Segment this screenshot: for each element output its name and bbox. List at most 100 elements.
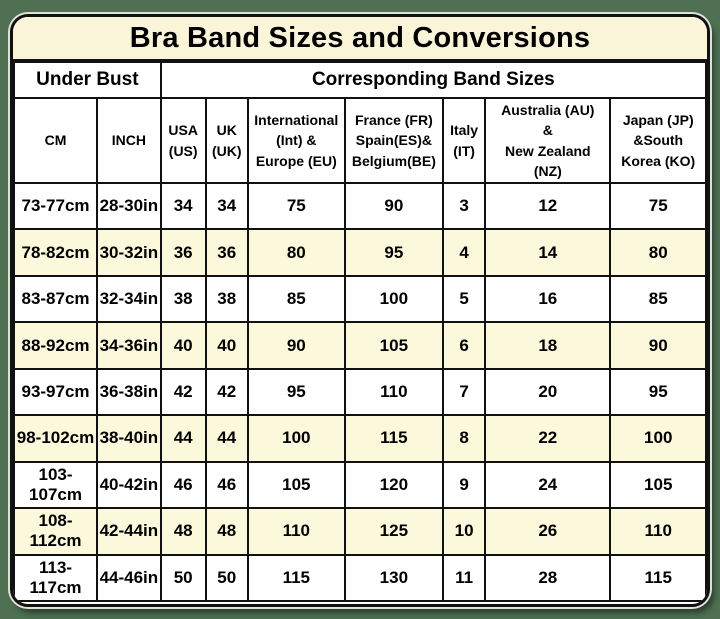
column-header-jp-ko: Japan (JP) &South Korea (KO) [609, 97, 707, 184]
cell-usa: 36 [159, 228, 207, 277]
cell-inch: 34-36in [96, 321, 162, 370]
column-header-it: Italy (IT) [441, 97, 487, 184]
cell-it: 7 [441, 367, 487, 417]
column-header-inch: INCH [96, 97, 162, 184]
group-header-under-bust: Under Bust [13, 61, 162, 99]
cell-inch: 36-38in [96, 367, 162, 417]
cell-jp-ko: 100 [609, 414, 707, 463]
cell-usa: 46 [159, 460, 207, 510]
cell-int-eu: 75 [246, 181, 346, 231]
cell-uk: 34 [204, 181, 249, 231]
cell-fr-es-be: 105 [343, 321, 444, 370]
cell-inch: 38-40in [96, 414, 162, 463]
column-header-cm: CM [13, 97, 99, 184]
cell-cm: 83-87cm [13, 274, 99, 324]
cell-fr-es-be: 130 [343, 553, 444, 602]
cell-int-eu: 105 [246, 460, 346, 510]
table-row: 113-117cm 44-46in 50 50 115 130 11 28 115 [13, 553, 707, 602]
table-row: 88-92cm 34-36in 40 40 90 105 6 18 90 [13, 321, 707, 370]
cell-jp-ko: 110 [609, 507, 707, 556]
cell-cm: 103-107cm [13, 460, 99, 510]
cell-it: 4 [441, 228, 487, 277]
cell-au-nz: 24 [484, 460, 612, 510]
cell-au-nz: 28 [484, 553, 612, 602]
cell-it: 8 [441, 414, 487, 463]
group-header-corresponding-band-sizes: Corresponding Band Sizes [159, 61, 707, 99]
conversion-table: Under Bust Corresponding Band Sizes CM IN… [13, 61, 707, 602]
cell-cm: 73-77cm [13, 181, 99, 231]
cell-uk: 44 [204, 414, 249, 463]
cell-uk: 48 [204, 507, 249, 556]
table-row: 73-77cm 28-30in 34 34 75 90 3 12 75 [13, 181, 707, 231]
column-header-uk: UK (UK) [204, 97, 249, 184]
cell-uk: 38 [204, 274, 249, 324]
cell-au-nz: 12 [484, 181, 612, 231]
cell-jp-ko: 95 [609, 367, 707, 417]
table-row: 98-102cm 38-40in 44 44 100 115 8 22 100 [13, 414, 707, 463]
table-row: 83-87cm 32-34in 38 38 85 100 5 16 85 [13, 274, 707, 324]
cell-uk: 36 [204, 228, 249, 277]
cell-au-nz: 14 [484, 228, 612, 277]
cell-jp-ko: 80 [609, 228, 707, 277]
cell-inch: 40-42in [96, 460, 162, 510]
cell-int-eu: 115 [246, 553, 346, 602]
table-title: Bra Band Sizes and Conversions [13, 17, 707, 61]
cell-cm: 88-92cm [13, 321, 99, 370]
cell-jp-ko: 75 [609, 181, 707, 231]
cell-fr-es-be: 100 [343, 274, 444, 324]
table-row: 103-107cm 40-42in 46 46 105 120 9 24 105 [13, 460, 707, 510]
column-header-int-eu: International (Int) & Europe (EU) [246, 97, 346, 184]
cell-au-nz: 22 [484, 414, 612, 463]
cell-au-nz: 20 [484, 367, 612, 417]
table-row: 78-82cm 30-32in 36 36 80 95 4 14 80 [13, 228, 707, 277]
cell-fr-es-be: 125 [343, 507, 444, 556]
cell-usa: 40 [159, 321, 207, 370]
cell-usa: 48 [159, 507, 207, 556]
cell-usa: 34 [159, 181, 207, 231]
cell-cm: 78-82cm [13, 228, 99, 277]
column-header-au-nz: Australia (AU) & New Zealand (NZ) [484, 97, 612, 184]
cell-inch: 28-30in [96, 181, 162, 231]
cell-jp-ko: 115 [609, 553, 707, 602]
cell-jp-ko: 85 [609, 274, 707, 324]
cell-it: 10 [441, 507, 487, 556]
cell-int-eu: 80 [246, 228, 346, 277]
cell-au-nz: 26 [484, 507, 612, 556]
column-header-fr-es-be: France (FR) Spain(ES)& Belgium(BE) [343, 97, 444, 184]
cell-fr-es-be: 90 [343, 181, 444, 231]
cell-int-eu: 100 [246, 414, 346, 463]
cell-it: 3 [441, 181, 487, 231]
table-row: 108-112cm 42-44in 48 48 110 125 10 26 110 [13, 507, 707, 556]
cell-uk: 46 [204, 460, 249, 510]
cell-usa: 38 [159, 274, 207, 324]
cell-it: 6 [441, 321, 487, 370]
table-row: 93-97cm 36-38in 42 42 95 110 7 20 95 [13, 367, 707, 417]
cell-int-eu: 90 [246, 321, 346, 370]
cell-au-nz: 18 [484, 321, 612, 370]
group-header-row: Under Bust Corresponding Band Sizes [13, 61, 707, 99]
cell-inch: 42-44in [96, 507, 162, 556]
bra-size-conversion-table: Bra Band Sizes and Conversions Under Bus… [10, 14, 710, 607]
cell-fr-es-be: 115 [343, 414, 444, 463]
cell-int-eu: 110 [246, 507, 346, 556]
cell-cm: 98-102cm [13, 414, 99, 463]
cell-inch: 44-46in [96, 553, 162, 602]
cell-uk: 40 [204, 321, 249, 370]
cell-fr-es-be: 120 [343, 460, 444, 510]
cell-usa: 44 [159, 414, 207, 463]
cell-usa: 42 [159, 367, 207, 417]
cell-int-eu: 95 [246, 367, 346, 417]
cell-it: 9 [441, 460, 487, 510]
cell-fr-es-be: 110 [343, 367, 444, 417]
cell-usa: 50 [159, 553, 207, 602]
cell-int-eu: 85 [246, 274, 346, 324]
cell-jp-ko: 90 [609, 321, 707, 370]
column-header-usa: USA (US) [159, 97, 207, 184]
cell-cm: 113-117cm [13, 553, 99, 602]
cell-cm: 93-97cm [13, 367, 99, 417]
cell-jp-ko: 105 [609, 460, 707, 510]
cell-it: 11 [441, 553, 487, 602]
cell-uk: 42 [204, 367, 249, 417]
cell-inch: 30-32in [96, 228, 162, 277]
